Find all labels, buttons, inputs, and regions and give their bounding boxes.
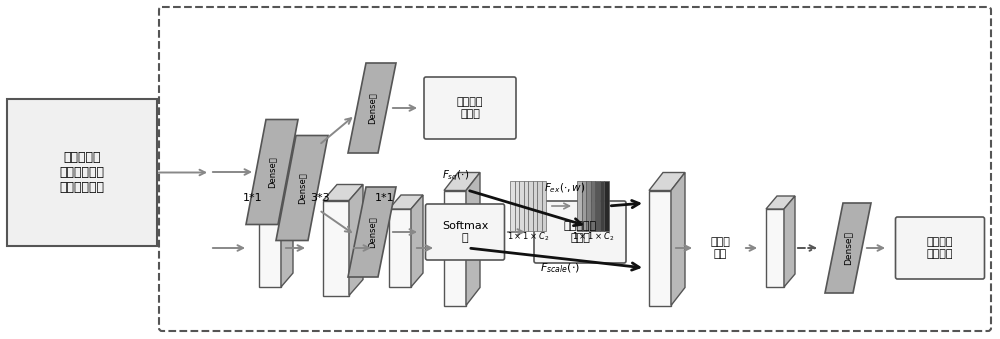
Text: 预测的大分
类信息: 预测的大分 类信息 xyxy=(563,221,597,243)
Polygon shape xyxy=(349,184,363,296)
Bar xyxy=(577,181,582,231)
Polygon shape xyxy=(281,195,293,287)
Text: Dense层: Dense层 xyxy=(268,156,276,188)
Text: 定位子网络
大分类子网络
细分类子网络: 定位子网络 大分类子网络 细分类子网络 xyxy=(60,151,104,194)
Polygon shape xyxy=(389,209,411,287)
Bar xyxy=(586,181,590,231)
Text: $1\times1\times C_2$: $1\times1\times C_2$ xyxy=(507,231,549,243)
Bar xyxy=(595,181,600,231)
Text: 3*3: 3*3 xyxy=(310,193,330,203)
FancyBboxPatch shape xyxy=(426,204,505,260)
Text: 最大池
化层: 最大池 化层 xyxy=(710,237,730,259)
Text: 预测的细
分类信息: 预测的细 分类信息 xyxy=(927,237,953,259)
Text: Dense层: Dense层 xyxy=(368,92,376,124)
Polygon shape xyxy=(766,196,795,209)
Bar xyxy=(542,181,546,231)
Polygon shape xyxy=(276,136,328,240)
Text: $1\times1\times C_2$: $1\times1\times C_2$ xyxy=(572,231,614,243)
Bar xyxy=(514,181,519,231)
Bar xyxy=(604,181,608,231)
Polygon shape xyxy=(259,209,281,287)
Bar xyxy=(600,181,604,231)
Polygon shape xyxy=(411,195,423,287)
Polygon shape xyxy=(649,191,671,305)
Text: Softmax
层: Softmax 层 xyxy=(442,221,488,243)
Polygon shape xyxy=(825,203,871,293)
FancyBboxPatch shape xyxy=(424,77,516,139)
FancyBboxPatch shape xyxy=(7,99,157,246)
Polygon shape xyxy=(389,195,423,209)
Bar xyxy=(528,181,532,231)
FancyBboxPatch shape xyxy=(534,201,626,263)
Text: 1*1: 1*1 xyxy=(243,193,263,203)
Polygon shape xyxy=(466,173,480,305)
Text: Dense层: Dense层 xyxy=(368,216,376,248)
Text: 预测的定
位信息: 预测的定 位信息 xyxy=(457,97,483,119)
Text: $F_{sq}(\cdot)$: $F_{sq}(\cdot)$ xyxy=(442,169,470,183)
Polygon shape xyxy=(649,173,685,191)
Polygon shape xyxy=(784,196,795,287)
Bar xyxy=(590,181,595,231)
Polygon shape xyxy=(444,173,480,191)
Bar xyxy=(524,181,528,231)
Polygon shape xyxy=(323,200,349,296)
Text: $F_{scale}(\cdot)$: $F_{scale}(\cdot)$ xyxy=(540,261,580,275)
Polygon shape xyxy=(348,187,396,277)
Text: Dense层: Dense层 xyxy=(844,231,852,265)
Polygon shape xyxy=(444,191,466,305)
Polygon shape xyxy=(323,184,363,200)
Polygon shape xyxy=(348,63,396,153)
FancyBboxPatch shape xyxy=(896,217,984,279)
Bar xyxy=(532,181,537,231)
Polygon shape xyxy=(671,173,685,305)
Text: $F_{ex}(\cdot,w)$: $F_{ex}(\cdot,w)$ xyxy=(544,181,586,195)
Bar xyxy=(537,181,542,231)
Polygon shape xyxy=(766,209,784,287)
Polygon shape xyxy=(246,120,298,224)
Bar xyxy=(519,181,524,231)
Bar xyxy=(510,181,514,231)
Text: Dense层: Dense层 xyxy=(298,172,306,204)
Polygon shape xyxy=(259,195,293,209)
Text: 1*1: 1*1 xyxy=(375,193,395,203)
Bar xyxy=(582,181,586,231)
